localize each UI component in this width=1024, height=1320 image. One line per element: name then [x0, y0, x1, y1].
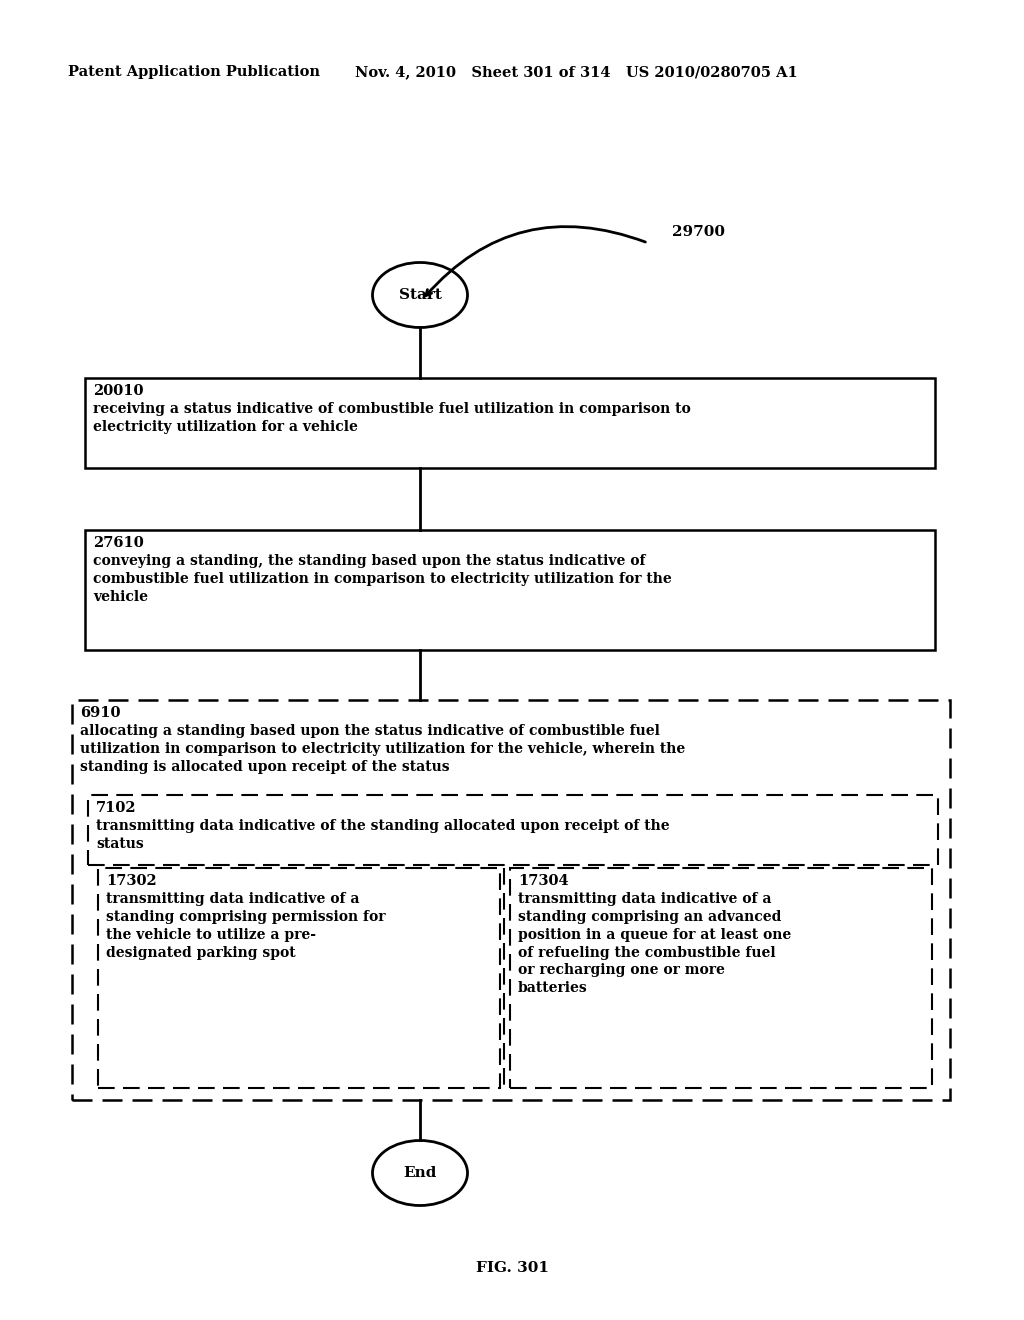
Text: 29700: 29700: [672, 224, 725, 239]
Text: 17304: 17304: [518, 874, 568, 888]
Text: 27610: 27610: [93, 536, 143, 550]
Text: 17302: 17302: [106, 874, 157, 888]
Text: transmitting data indicative of the standing allocated upon receipt of the
statu: transmitting data indicative of the stan…: [96, 818, 670, 851]
Ellipse shape: [373, 1140, 468, 1205]
Text: allocating a standing based upon the status indicative of combustible fuel
utili: allocating a standing based upon the sta…: [80, 723, 685, 774]
Text: FIG. 301: FIG. 301: [475, 1261, 549, 1275]
Text: receiving a status indicative of combustible fuel utilization in comparison to
e: receiving a status indicative of combust…: [93, 403, 691, 434]
Text: 6910: 6910: [80, 706, 121, 719]
Ellipse shape: [373, 263, 468, 327]
Text: 20010: 20010: [93, 384, 143, 399]
Text: 7102: 7102: [96, 801, 136, 814]
Bar: [88, 795, 938, 865]
Bar: [98, 869, 500, 1088]
Bar: [85, 531, 935, 649]
Bar: [85, 378, 935, 469]
Text: Patent Application Publication: Patent Application Publication: [68, 65, 319, 79]
Text: Nov. 4, 2010   Sheet 301 of 314   US 2010/0280705 A1: Nov. 4, 2010 Sheet 301 of 314 US 2010/02…: [355, 65, 798, 79]
Text: conveying a standing, the standing based upon the status indicative of
combustib: conveying a standing, the standing based…: [93, 554, 672, 603]
Text: Start: Start: [398, 288, 441, 302]
Bar: [510, 869, 932, 1088]
Text: End: End: [403, 1166, 436, 1180]
Text: transmitting data indicative of a
standing comprising permission for
the vehicle: transmitting data indicative of a standi…: [106, 892, 385, 960]
Bar: [72, 700, 950, 1100]
Text: transmitting data indicative of a
standing comprising an advanced
position in a : transmitting data indicative of a standi…: [518, 892, 792, 995]
